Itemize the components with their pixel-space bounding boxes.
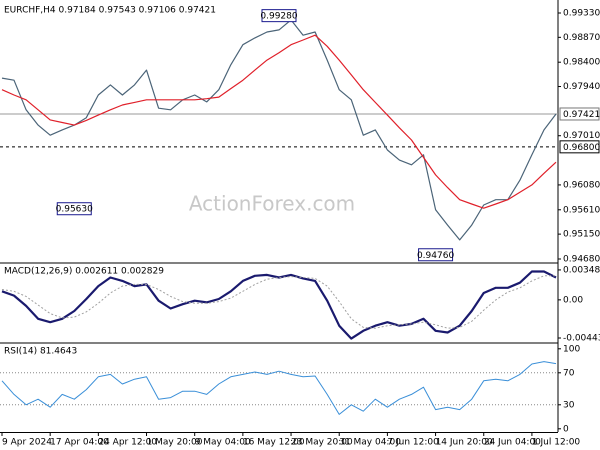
y-tick-label: 0.00 <box>563 295 583 305</box>
annotation-label: 0.95630 <box>56 205 93 215</box>
x-tick-label: 31 May 04:00 <box>339 438 401 448</box>
annotation-label: 0.94760 <box>417 251 454 261</box>
y-tick-label: 0.94680 <box>563 254 600 264</box>
y-tick-label: 100 <box>563 344 580 354</box>
x-tick-label: 17 Apr 04:00 <box>50 438 109 448</box>
y-tick-label: 0.98400 <box>563 58 600 68</box>
panel-title: RSI(14) 81.4643 <box>4 347 77 357</box>
y-tick-label: 0.95150 <box>563 230 600 240</box>
panel-title: MACD(12,26,9) 0.002611 0.002829 <box>4 267 164 277</box>
x-tick-label: 7 Jun 12:00 <box>387 438 439 448</box>
annotation-box <box>56 202 92 216</box>
x-tick-label: 16 May 12:00 <box>243 438 305 448</box>
y-tick-label: 0.003481 <box>563 265 600 275</box>
y-tick-label: 0.97940 <box>563 82 600 92</box>
x-tick-label: 14 Jun 20:00 <box>436 438 493 448</box>
y-tick-label: -0.004436 <box>563 334 600 344</box>
y-tick-label: 0.97010 <box>563 131 600 141</box>
price-label: 0.96800 <box>563 143 600 153</box>
y-tick-label: 0.96080 <box>563 180 600 190</box>
price-label-box <box>559 140 600 154</box>
annotation-box <box>261 9 297 23</box>
x-tick-label: 24 Jun 04:00 <box>484 438 541 448</box>
x-tick-label: 9 Apr 2024 <box>2 438 52 448</box>
y-tick-label: 70 <box>563 368 575 378</box>
y-tick-label: 0.98870 <box>563 33 600 43</box>
annotation-label: 0.99280 <box>260 12 297 22</box>
y-tick-label: 0.95610 <box>563 205 600 215</box>
x-tick-label: 23 May 20:00 <box>291 438 353 448</box>
price-label-box <box>559 107 600 121</box>
y-tick-label: 0.99330 <box>563 8 600 18</box>
series-line <box>1 19 557 241</box>
x-tick-label: 1 May 20:00 <box>147 438 203 448</box>
y-tick-label: 0 <box>563 424 569 434</box>
x-tick-label: 9 May 04:00 <box>195 438 251 448</box>
y-tick-label: 30 <box>563 400 575 410</box>
annotation-box <box>418 248 454 262</box>
x-tick-label: 1 Jul 12:00 <box>532 438 581 448</box>
watermark: ActionForex.com <box>189 192 355 216</box>
x-tick-label: 24 Apr 12:00 <box>98 438 157 448</box>
panel-title: EURCHF,H4 0.97184 0.97543 0.97106 0.9742… <box>4 6 216 16</box>
series-line <box>1 34 557 209</box>
series-line <box>1 270 557 340</box>
series-line <box>1 361 557 415</box>
price-label: 0.97421 <box>563 110 600 120</box>
